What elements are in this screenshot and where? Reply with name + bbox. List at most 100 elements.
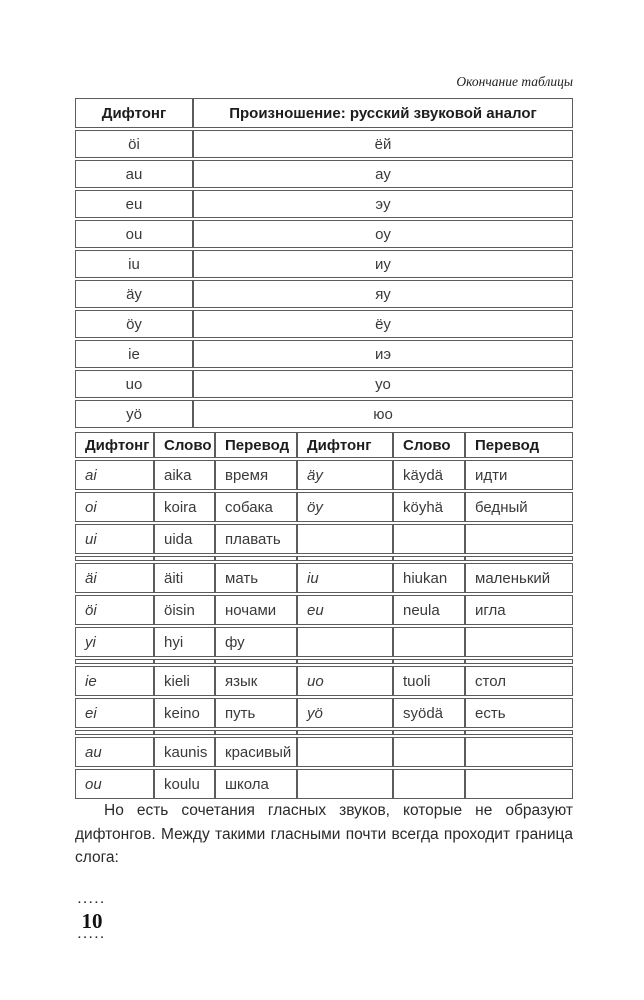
diphthong-cell: öi [75, 130, 193, 158]
diphthong-cell: au [75, 160, 193, 188]
word-cell: syödä [393, 698, 465, 728]
page-number: 10 [81, 909, 103, 933]
column-header: Перевод [215, 432, 297, 458]
separator-cell [154, 659, 215, 664]
diphthong-cell: äy [75, 280, 193, 308]
table-row: äy яу [75, 280, 573, 308]
translation-cell: фу [215, 627, 297, 657]
separator-cell [393, 730, 465, 735]
separator-cell [393, 556, 465, 561]
pronunciation-table: Дифтонг Произношение: русский звуковой ан… [75, 96, 573, 430]
pronunciation-table-header: Дифтонг Произношение: русский звуковой ан… [75, 98, 573, 128]
diphthong-cell: öi [75, 595, 154, 625]
translation-cell: идти [465, 460, 573, 490]
pronunciation-cell: юо [193, 400, 573, 428]
diphthong-cell: ie [75, 666, 154, 696]
pronunciation-cell: ау [193, 160, 573, 188]
word-cell [393, 769, 465, 799]
pronunciation-table-body: öi ёй au ау eu эу ou оу iu иу äy яу öy ёу ie иэ uo уо yö юо [75, 130, 573, 428]
diphthong-cell: ai [75, 460, 154, 490]
word-cell: keino [154, 698, 215, 728]
word-cell [393, 627, 465, 657]
separator-cell [215, 556, 297, 561]
word-cell: hyi [154, 627, 215, 657]
separator-cell [465, 556, 573, 561]
translation-cell [465, 737, 573, 767]
table-row: oi koira собака öy köyhä бедный [75, 492, 573, 522]
word-cell: hiukan [393, 563, 465, 593]
translation-cell: маленький [465, 563, 573, 593]
separator-cell [75, 556, 154, 561]
table-row: ou koulu школа [75, 769, 573, 799]
translation-cell: плавать [215, 524, 297, 554]
translation-cell: ночами [215, 595, 297, 625]
diphthong-cell: iu [297, 563, 393, 593]
table-row: ou оу [75, 220, 573, 248]
separator-row [75, 556, 573, 561]
word-cell: neula [393, 595, 465, 625]
separator-row [75, 730, 573, 735]
pronunciation-cell: эу [193, 190, 573, 218]
separator-cell [215, 659, 297, 664]
table-row: ai aika время äy käydä идти [75, 460, 573, 490]
separator-cell [297, 730, 393, 735]
table-row: iu иу [75, 250, 573, 278]
word-cell: öisin [154, 595, 215, 625]
table-row: eu эу [75, 190, 573, 218]
diphthong-cell: yi [75, 627, 154, 657]
word-cell: äiti [154, 563, 215, 593]
diphthong-cell: ei [75, 698, 154, 728]
header-row: Дифтонг Слово Перевод Дифтонг Слово Перевод [75, 432, 573, 458]
table-continuation-note: Окончание таблицы [456, 74, 573, 89]
diphthong-cell: iu [75, 250, 193, 278]
diphthong-cell: öy [75, 310, 193, 338]
separator-cell [297, 659, 393, 664]
table-row: ie иэ [75, 340, 573, 368]
translation-cell: путь [215, 698, 297, 728]
diphthong-cell: öy [297, 492, 393, 522]
column-header: Слово [393, 432, 465, 458]
separator-cell [393, 659, 465, 664]
word-cell: käydä [393, 460, 465, 490]
column-header: Дифтонг [297, 432, 393, 458]
column-header: Слово [154, 432, 215, 458]
table-row: uo уо [75, 370, 573, 398]
table-row: öi ёй [75, 130, 573, 158]
word-cell: kieli [154, 666, 215, 696]
table-row: au kaunis красивый [75, 737, 573, 767]
translation-cell: игла [465, 595, 573, 625]
translation-cell: язык [215, 666, 297, 696]
pronunciation-cell: иу [193, 250, 573, 278]
word-cell: koira [154, 492, 215, 522]
diphthong-cell: uo [297, 666, 393, 696]
translation-cell [465, 627, 573, 657]
table-row: ui uida плавать [75, 524, 573, 554]
diphthong-cell: yö [297, 698, 393, 728]
translation-cell: стол [465, 666, 573, 696]
diphthong-cell [297, 627, 393, 657]
examples-table-body: ai aika время äy käydä идти oi koira собака öy köy… [75, 460, 573, 799]
separator-cell [75, 659, 154, 664]
page-number-dots-top: ····· [77, 897, 107, 909]
diphthong-cell [297, 737, 393, 767]
translation-cell: собака [215, 492, 297, 522]
word-cell: köyhä [393, 492, 465, 522]
table-row: öi öisin ночами eu neula игла [75, 595, 573, 625]
pronunciation-cell: оу [193, 220, 573, 248]
word-cell: aika [154, 460, 215, 490]
translation-cell [465, 769, 573, 799]
diphthong-cell: eu [75, 190, 193, 218]
separator-row [75, 659, 573, 664]
separator-cell [215, 730, 297, 735]
translation-cell [465, 524, 573, 554]
diphthong-cell: oi [75, 492, 154, 522]
separator-cell [297, 556, 393, 561]
diphthong-cell: eu [297, 595, 393, 625]
diphthong-cell: ou [75, 769, 154, 799]
pronunciation-column-header: Произношение: русский звуковой аналог [193, 98, 573, 128]
table-row: yi hyi фу [75, 627, 573, 657]
page-number-block: ····· 10 ····· [74, 897, 110, 944]
word-cell: kaunis [154, 737, 215, 767]
translation-cell: мать [215, 563, 297, 593]
separator-cell [154, 556, 215, 561]
